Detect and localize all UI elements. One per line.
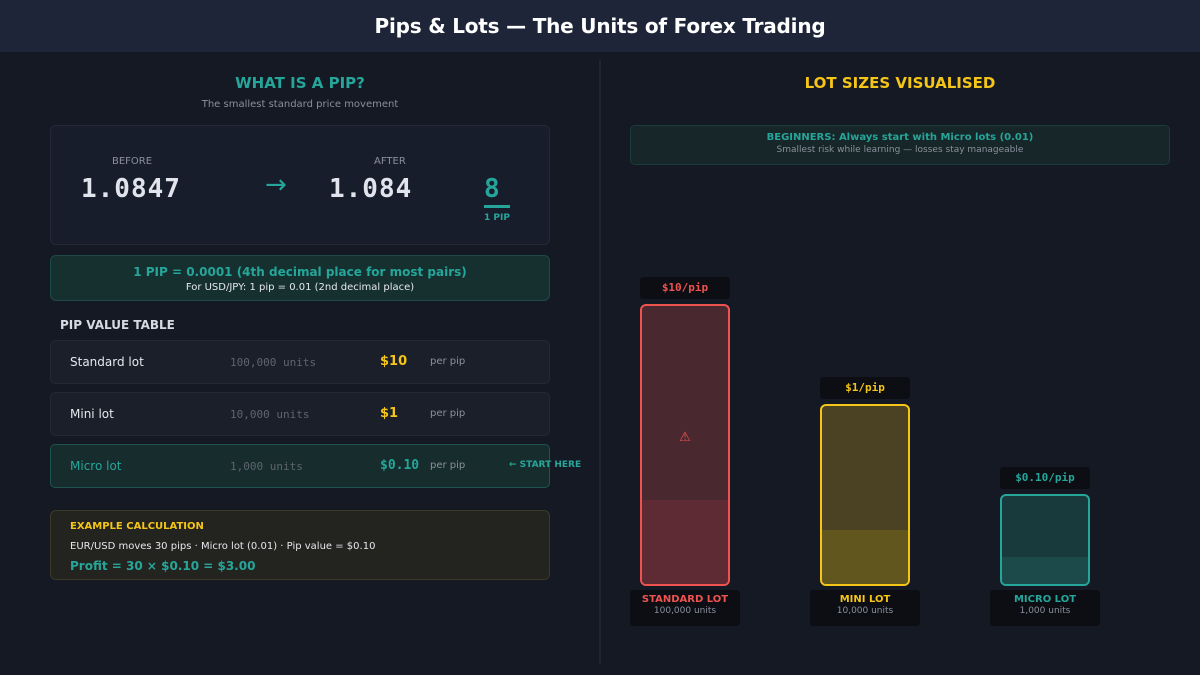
bar-label-title: MICRO LOT bbox=[1013, 594, 1077, 605]
bar-standard-lot: $10/pip ⚠ STANDARD LOT 100,000 units bbox=[630, 277, 740, 627]
bar-label: MINI LOT 10,000 units bbox=[810, 590, 920, 626]
pip-section-subtitle: The smallest standard price movement bbox=[201, 99, 399, 110]
bar-column bbox=[820, 404, 910, 586]
bar-fill bbox=[1002, 557, 1088, 584]
warning-icon: ⚠ bbox=[679, 430, 691, 445]
lot-name: Mini lot bbox=[70, 407, 114, 421]
pip-value: $0.10 bbox=[380, 458, 420, 473]
pip-value: $10 bbox=[380, 354, 408, 369]
pip-tag: 1 PIP bbox=[484, 213, 510, 223]
pip-digit: 8 bbox=[484, 174, 500, 204]
beginner-tip-box: BEGINNERS: Always start with Micro lots … bbox=[630, 125, 1170, 165]
example-title: EXAMPLE CALCULATION bbox=[70, 521, 204, 532]
bar-label-units: 100,000 units bbox=[653, 606, 717, 616]
start-here-note: ← START HERE bbox=[509, 460, 582, 470]
lot-name: Micro lot bbox=[70, 459, 122, 473]
per-pip-label: per pip bbox=[430, 356, 466, 367]
pip-definition-sub: For USD/JPY: 1 pip = 0.01 (2nd decimal p… bbox=[185, 282, 415, 293]
bar-label-units: 1,000 units bbox=[1019, 606, 1071, 616]
pip-section-title: WHAT IS A PIP? bbox=[235, 74, 365, 92]
table-row-standard: Standard lot 100,000 units $10 per pip bbox=[50, 340, 550, 384]
bar-badge: $1/pip bbox=[820, 377, 910, 399]
table-row-micro: Micro lot 1,000 units $0.10 per pip bbox=[50, 444, 550, 488]
lot-units: 100,000 units bbox=[230, 356, 317, 369]
example-result: Profit = 30 × $0.10 = $3.00 bbox=[70, 559, 256, 573]
bar-label: MICRO LOT 1,000 units bbox=[990, 590, 1100, 626]
header-bar: Pips & Lots — The Units of Forex Trading bbox=[0, 0, 1200, 52]
bar-label-title: STANDARD LOT bbox=[641, 594, 729, 605]
column-divider bbox=[599, 60, 601, 664]
per-pip-label: per pip bbox=[430, 408, 466, 419]
per-pip-label: per pip bbox=[430, 460, 466, 471]
table-row-mini: Mini lot 10,000 units $1 per pip bbox=[50, 392, 550, 436]
before-label: BEFORE bbox=[112, 156, 153, 167]
pip-demo-card: BEFORE 1.0847 → AFTER 1.084 8 1 PIP bbox=[50, 125, 550, 245]
bar-micro-lot: $0.10/pip MICRO LOT 1,000 units bbox=[990, 467, 1100, 627]
pip-definition-main: 1 PIP = 0.0001 (4th decimal place for mo… bbox=[133, 265, 467, 279]
pip-definition-box: 1 PIP = 0.0001 (4th decimal place for mo… bbox=[50, 255, 550, 301]
bar-label-title: MINI LOT bbox=[839, 594, 891, 605]
arrow-right-icon: → bbox=[265, 170, 287, 200]
bar-label: STANDARD LOT 100,000 units bbox=[630, 590, 740, 626]
after-price: 1.084 bbox=[329, 174, 413, 204]
bar-column bbox=[1000, 494, 1090, 586]
pip-underline bbox=[484, 205, 510, 208]
pip-value: $1 bbox=[380, 406, 399, 421]
after-label: AFTER bbox=[374, 156, 406, 167]
bar-badge: $10/pip bbox=[640, 277, 730, 299]
bar-mini-lot: $1/pip MINI LOT 10,000 units bbox=[810, 377, 920, 627]
pip-table-title: PIP VALUE TABLE bbox=[60, 318, 175, 332]
lot-name: Standard lot bbox=[70, 355, 144, 369]
bar-column: ⚠ bbox=[640, 304, 730, 586]
lot-units: 1,000 units bbox=[230, 460, 303, 473]
bar-fill bbox=[642, 500, 728, 584]
lot-units: 10,000 units bbox=[230, 408, 310, 421]
before-price: 1.0847 bbox=[81, 174, 181, 204]
bar-badge: $0.10/pip bbox=[1000, 467, 1090, 489]
beginner-tip-main: BEGINNERS: Always start with Micro lots … bbox=[766, 132, 1034, 143]
bar-fill bbox=[822, 530, 908, 584]
beginner-tip-sub: Smallest risk while learning — losses st… bbox=[776, 145, 1024, 155]
bar-label-units: 10,000 units bbox=[836, 606, 894, 616]
example-calculation-box: EXAMPLE CALCULATION EUR/USD moves 30 pip… bbox=[50, 510, 550, 580]
lot-sizes-title: LOT SIZES VISUALISED bbox=[804, 74, 996, 92]
example-description: EUR/USD moves 30 pips · Micro lot (0.01)… bbox=[70, 541, 376, 552]
page-title: Pips & Lots — The Units of Forex Trading bbox=[374, 14, 826, 38]
